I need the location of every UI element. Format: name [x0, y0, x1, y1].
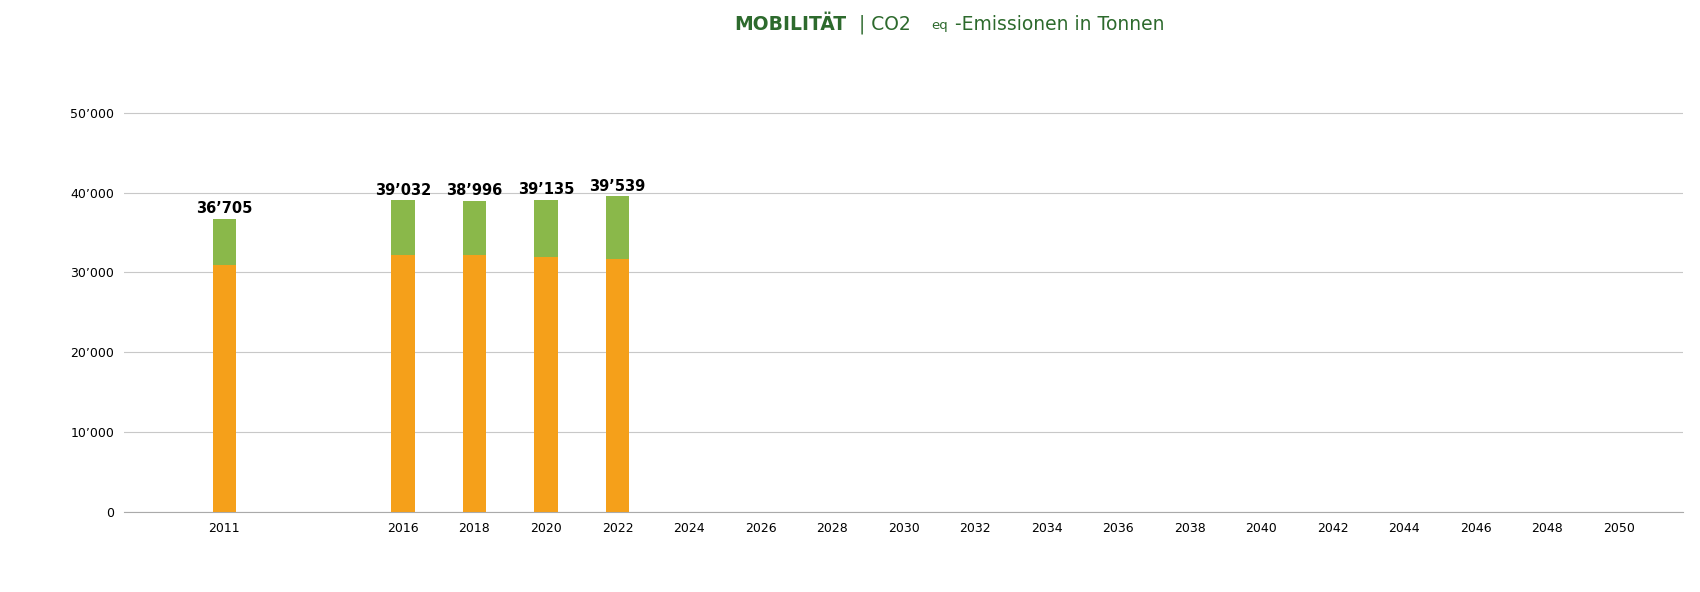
Bar — [605, 259, 629, 512]
Bar — [534, 256, 558, 512]
Bar — [212, 219, 236, 265]
Bar — [391, 200, 415, 255]
Text: 36’705: 36’705 — [196, 201, 252, 216]
Text: | CO2: | CO2 — [853, 15, 911, 34]
Text: MOBILITÄT: MOBILITÄT — [734, 15, 847, 34]
Bar — [391, 255, 415, 512]
Text: 38’996: 38’996 — [447, 183, 503, 198]
Text: eq: eq — [932, 19, 949, 32]
Text: -Emissionen in Tonnen: -Emissionen in Tonnen — [955, 15, 1164, 34]
Bar — [462, 255, 486, 512]
Bar — [605, 197, 629, 259]
Text: 39’135: 39’135 — [518, 182, 575, 197]
Bar — [534, 200, 558, 256]
Text: 39’539: 39’539 — [590, 179, 646, 194]
Bar — [462, 201, 486, 255]
Text: 39’032: 39’032 — [376, 182, 432, 198]
Bar — [212, 265, 236, 512]
